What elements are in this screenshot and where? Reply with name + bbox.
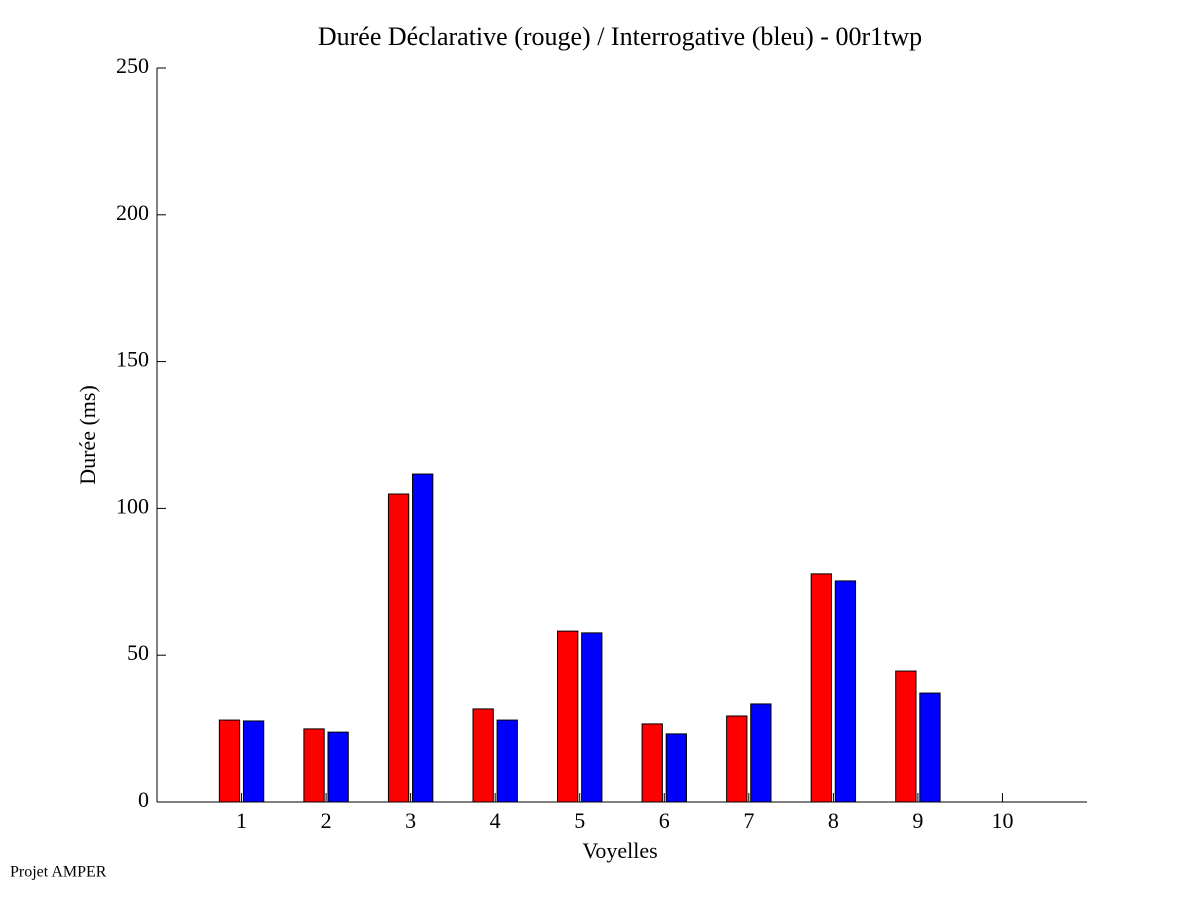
x-tick-label: 10 xyxy=(991,808,1013,833)
y-tick-label: 0 xyxy=(138,787,149,812)
bar xyxy=(895,670,917,803)
bar xyxy=(919,692,941,803)
bar xyxy=(641,723,663,803)
bar xyxy=(327,731,349,803)
y-tick-label: 200 xyxy=(116,200,149,225)
x-tick-label: 1 xyxy=(236,808,247,833)
y-tick-label: 150 xyxy=(116,347,149,372)
y-axis-label: Durée (ms) xyxy=(75,385,100,485)
bar xyxy=(581,632,603,803)
bar xyxy=(750,703,772,803)
bar xyxy=(303,728,325,803)
bar xyxy=(218,719,241,803)
x-tick-label: 9 xyxy=(912,808,923,833)
x-axis-label: Voyelles xyxy=(582,838,657,863)
annotation: Projet AMPER xyxy=(10,864,107,881)
bar xyxy=(412,473,434,803)
y-tick-label: 250 xyxy=(116,53,149,78)
bar xyxy=(557,630,579,803)
x-tick-label: 5 xyxy=(574,808,585,833)
bar xyxy=(726,715,748,803)
x-tick-label: 8 xyxy=(828,808,839,833)
bar xyxy=(834,580,857,803)
x-tick-label: 6 xyxy=(659,808,670,833)
chart-title: Durée Déclarative (rouge) / Interrogativ… xyxy=(318,22,922,51)
x-tick-label: 4 xyxy=(490,808,501,833)
x-tick-label: 3 xyxy=(405,808,416,833)
y-tick-label: 50 xyxy=(127,640,149,665)
bar xyxy=(810,573,832,803)
bar xyxy=(496,719,518,803)
bar xyxy=(387,493,410,803)
x-tick-label: 7 xyxy=(743,808,754,833)
bar xyxy=(472,708,494,803)
x-tick-label: 2 xyxy=(321,808,332,833)
y-tick-label: 100 xyxy=(116,493,149,518)
bar xyxy=(242,720,265,803)
bar xyxy=(665,733,687,803)
